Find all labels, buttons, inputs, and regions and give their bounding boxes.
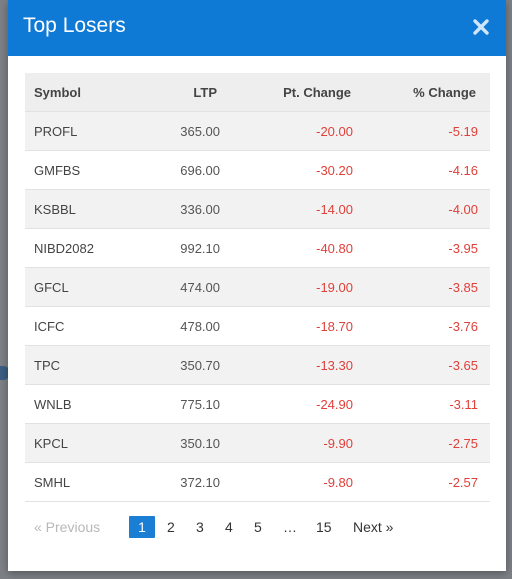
page-link-5[interactable]: 5 [254, 519, 262, 535]
pct-change-cell: -3.85 [448, 279, 478, 295]
pt-change-cell: -14.00 [316, 201, 353, 217]
table-row[interactable]: GMFBS 696.00 -30.20 -4.16 [25, 151, 490, 190]
table-body: PROFL 365.00 -20.00 -5.19 GMFBS 696.00 -30.20 -… [25, 112, 490, 502]
ltp-cell: 478.00 [180, 318, 220, 334]
page-link-3[interactable]: 3 [196, 519, 204, 535]
ltp-cell: 350.10 [180, 435, 220, 451]
pct-change-cell: -3.76 [448, 318, 478, 334]
symbol-cell: KSBBL [34, 201, 76, 217]
pagination: « Previous 1 2 3 4 5 … 15 Next » [25, 516, 485, 540]
symbol-cell: NIBD2082 [34, 240, 94, 256]
pct-change-cell: -3.65 [448, 357, 478, 373]
header-pct-change[interactable]: % Change [413, 84, 476, 100]
modal-title: Top Losers [23, 14, 126, 37]
symbol-cell: SMHL [34, 474, 71, 490]
pct-change-cell: -4.16 [448, 162, 478, 178]
header-pt-change[interactable]: Pt. Change [283, 84, 351, 100]
symbol-cell: PROFL [34, 123, 78, 139]
table-row[interactable]: KSBBL 336.00 -14.00 -4.00 [25, 190, 490, 229]
table-row[interactable]: GFCL 474.00 -19.00 -3.85 [25, 268, 490, 307]
pt-change-cell: -9.90 [323, 435, 353, 451]
page-ellipsis: … [283, 519, 297, 535]
top-losers-modal: Top Losers Symbol LTP Pt. Change % Chang… [8, 0, 506, 571]
pt-change-cell: -24.90 [316, 396, 353, 412]
ltp-cell: 474.00 [180, 279, 220, 295]
table-row[interactable]: PROFL 365.00 -20.00 -5.19 [25, 112, 490, 151]
pct-change-cell: -3.11 [449, 396, 478, 412]
page-link-1[interactable]: 1 [129, 516, 155, 538]
pct-change-cell: -3.95 [448, 240, 478, 256]
pct-change-cell: -2.57 [448, 474, 478, 490]
pt-change-cell: -20.00 [316, 123, 353, 139]
table-row[interactable]: ICFC 478.00 -18.70 -3.76 [25, 307, 490, 346]
symbol-cell: TPC [34, 357, 60, 373]
losers-table: Symbol LTP Pt. Change % Change PROFL 365.… [25, 73, 490, 502]
pt-change-cell: -13.30 [316, 357, 353, 373]
table-header: Symbol LTP Pt. Change % Change [25, 73, 490, 112]
table-row[interactable]: WNLB 775.10 -24.90 -3.11 [25, 385, 490, 424]
pt-change-cell: -18.70 [316, 318, 353, 334]
close-button[interactable] [470, 16, 492, 38]
ltp-cell: 372.10 [180, 474, 220, 490]
ltp-cell: 992.10 [180, 240, 220, 256]
symbol-cell: ICFC [34, 318, 65, 334]
page-link-15[interactable]: 15 [316, 519, 332, 535]
next-page-link[interactable]: Next » [353, 519, 394, 535]
table-row[interactable]: SMHL 372.10 -9.80 -2.57 [25, 463, 490, 502]
header-ltp[interactable]: LTP [193, 84, 217, 100]
page-link-2[interactable]: 2 [167, 519, 175, 535]
page-link-4[interactable]: 4 [225, 519, 233, 535]
ltp-cell: 336.00 [180, 201, 220, 217]
table-row[interactable]: TPC 350.70 -13.30 -3.65 [25, 346, 490, 385]
ltp-cell: 696.00 [180, 162, 220, 178]
pt-change-cell: -9.80 [323, 474, 353, 490]
symbol-cell: GFCL [34, 279, 69, 295]
ltp-cell: 350.70 [180, 357, 220, 373]
close-icon [473, 19, 489, 35]
pct-change-cell: -5.19 [448, 123, 478, 139]
background-control [0, 366, 10, 380]
table-row[interactable]: NIBD2082 992.10 -40.80 -3.95 [25, 229, 490, 268]
pt-change-cell: -30.20 [316, 162, 353, 178]
ltp-cell: 365.00 [180, 123, 220, 139]
modal-header: Top Losers [8, 0, 506, 56]
symbol-cell: WNLB [34, 396, 72, 412]
symbol-cell: GMFBS [34, 162, 81, 178]
table-row[interactable]: KPCL 350.10 -9.90 -2.75 [25, 424, 490, 463]
symbol-cell: KPCL [34, 435, 68, 451]
header-symbol[interactable]: Symbol [34, 84, 81, 100]
previous-page-link: « Previous [34, 519, 101, 535]
pct-change-cell: -4.00 [448, 201, 478, 217]
pt-change-cell: -19.00 [316, 279, 353, 295]
pct-change-cell: -2.75 [448, 435, 478, 451]
pt-change-cell: -40.80 [316, 240, 353, 256]
ltp-cell: 775.10 [180, 396, 220, 412]
